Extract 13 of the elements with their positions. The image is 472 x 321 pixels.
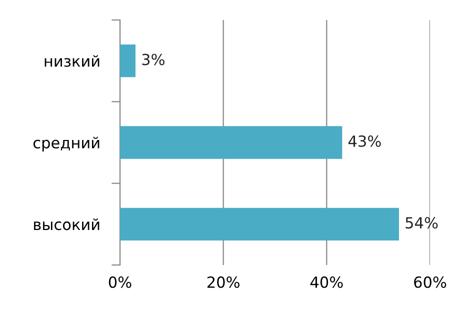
y-tick-label: высокий (34, 218, 100, 230)
bar (120, 44, 136, 78)
data-label: 54% (406, 217, 438, 229)
y-tick-label: средний (33, 136, 100, 152)
x-tick-label: 40% (310, 276, 343, 288)
x-tick-label: 60% (414, 276, 446, 288)
data-label: 3% (142, 54, 164, 66)
x-tick-label: 0% (108, 276, 132, 288)
bar (120, 208, 399, 240)
data-label: 43% (348, 135, 381, 147)
x-tick-label: 20% (207, 276, 240, 288)
y-tick-label: низкий (44, 55, 100, 67)
bar (120, 126, 342, 159)
